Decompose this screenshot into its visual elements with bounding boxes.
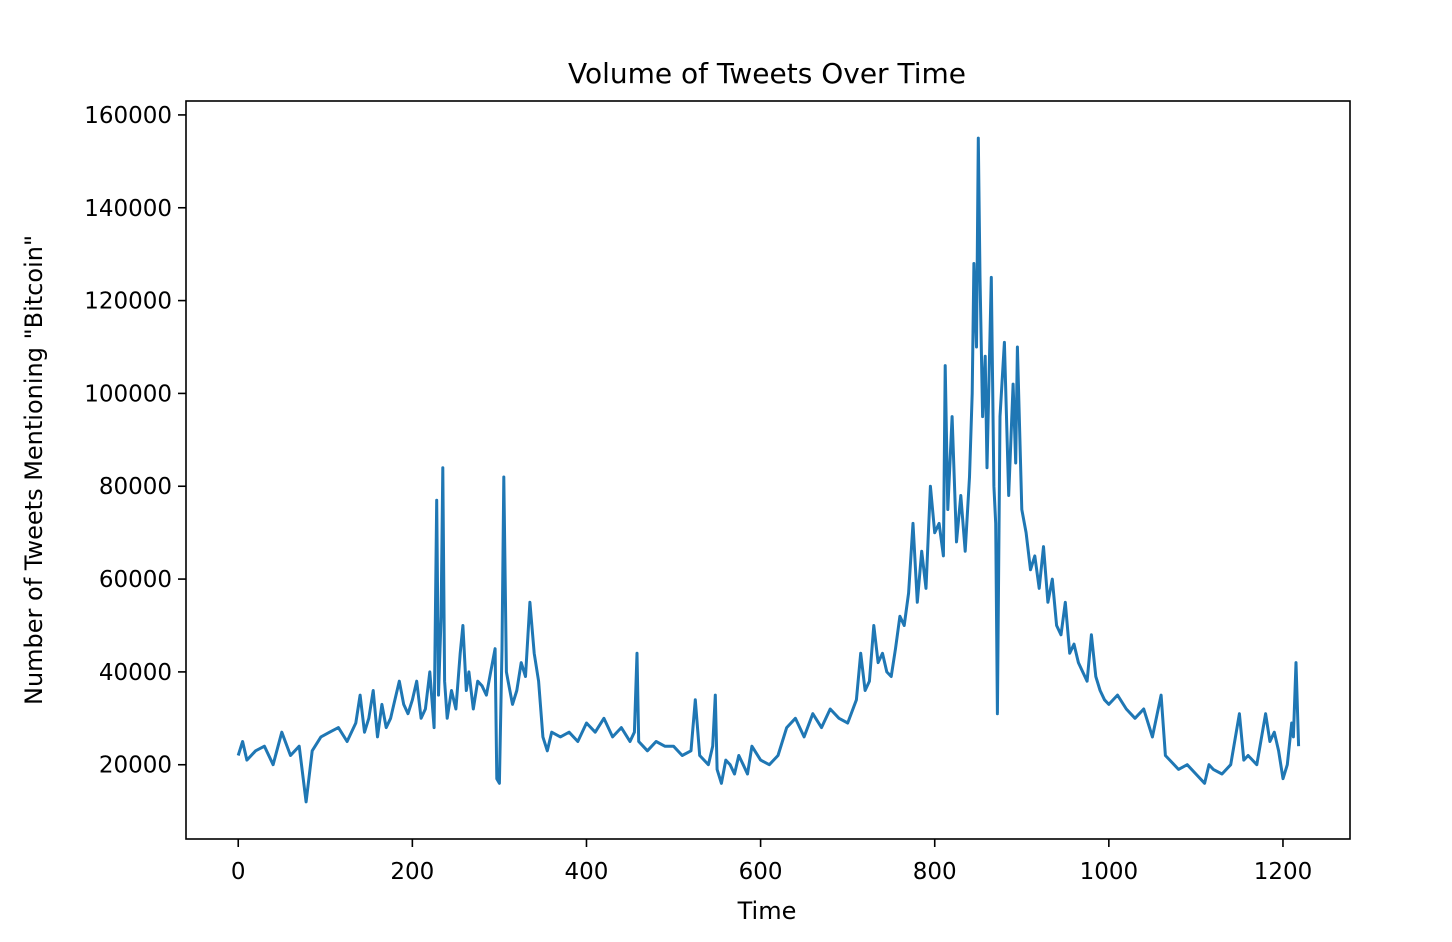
x-tick-label: 600 — [739, 859, 783, 885]
x-axis: 0 200 400 600 800 1000 1200 — [231, 839, 1312, 885]
y-tick-label: 40000 — [99, 660, 172, 686]
plot-area-frame — [185, 100, 1351, 840]
y-tick-label: 60000 — [99, 567, 172, 593]
y-axis-label: Number of Tweets Mentioning "Bitcoin" — [20, 235, 48, 705]
x-tick-label: 0 — [231, 859, 246, 885]
x-axis-label: Time — [737, 897, 797, 925]
y-tick-label: 160000 — [84, 103, 172, 129]
y-tick-label: 20000 — [99, 753, 172, 779]
y-axis: 20000 40000 60000 80000 100000 120000 140000 16… — [84, 103, 186, 779]
y-tick-label: 120000 — [84, 289, 172, 315]
x-tick-label: 1000 — [1080, 859, 1139, 885]
x-tick-label: 400 — [565, 859, 609, 885]
y-tick-label: 80000 — [99, 474, 172, 500]
series-layer — [236, 136, 1301, 804]
x-tick-label: 200 — [390, 859, 434, 885]
series-line-0 — [236, 136, 1301, 804]
y-tick-label: 100000 — [84, 381, 172, 407]
chart-title: Volume of Tweets Over Time — [568, 57, 966, 90]
x-tick-label: 800 — [913, 859, 957, 885]
y-tick-label: 140000 — [84, 196, 172, 222]
x-tick-label: 1200 — [1254, 859, 1313, 885]
